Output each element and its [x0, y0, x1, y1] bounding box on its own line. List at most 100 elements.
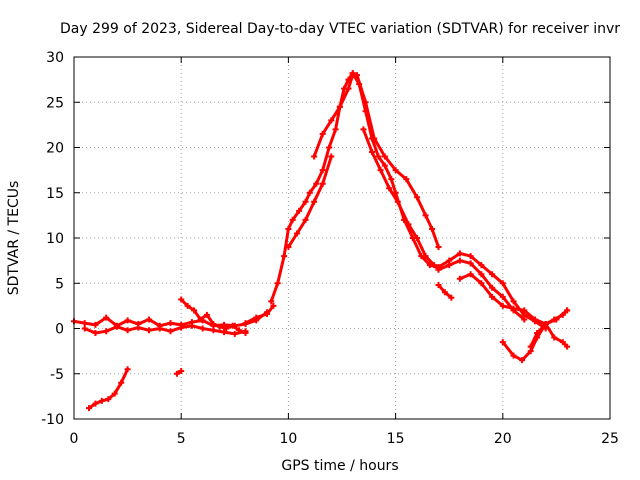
- y-tick-label: -5: [50, 367, 64, 383]
- data-point: [388, 176, 395, 183]
- data-point: [328, 117, 335, 124]
- data-point: [414, 194, 421, 201]
- data-point: [203, 311, 210, 318]
- tick-labels: 0 5 10 15 20 25 -10 -5 0 5 10 15 20 25 30: [41, 50, 619, 447]
- data-point: [319, 167, 326, 174]
- data-point: [510, 305, 517, 312]
- data-point: [349, 70, 356, 77]
- data-point: [519, 357, 526, 364]
- data-point: [435, 282, 442, 289]
- grid: [74, 57, 610, 419]
- data-point: [456, 275, 463, 282]
- data-point: [435, 244, 442, 251]
- data-point: [103, 314, 110, 321]
- data-point: [81, 320, 88, 327]
- data-point: [184, 302, 191, 309]
- data-point: [422, 212, 429, 219]
- data-point: [199, 325, 206, 332]
- data-point: [489, 293, 496, 300]
- data-point: [551, 334, 558, 341]
- data-point: [418, 253, 425, 260]
- data-point: [167, 328, 174, 335]
- data-point: [499, 339, 506, 346]
- data-point: [229, 322, 236, 329]
- data-point: [210, 327, 217, 334]
- x-tick-label: 25: [601, 431, 619, 447]
- data-point: [306, 189, 313, 196]
- data-point: [223, 325, 230, 332]
- data-point: [441, 289, 448, 296]
- data-point: [467, 253, 474, 260]
- y-tick-label: 30: [46, 50, 64, 66]
- chart-title: Day 299 of 2023, Sidereal Day-to-day VTE…: [60, 21, 620, 37]
- data-point: [456, 250, 463, 257]
- data-point: [467, 260, 474, 267]
- data-point: [124, 327, 131, 334]
- data-point: [111, 390, 118, 397]
- data-point: [302, 198, 309, 205]
- series-baseline-b: [83, 324, 247, 336]
- data-point: [534, 330, 541, 337]
- data-point: [302, 216, 309, 223]
- data-point: [336, 103, 343, 110]
- data-point: [319, 180, 326, 187]
- data-point: [242, 330, 249, 337]
- data-point: [178, 296, 185, 303]
- data-point: [105, 396, 112, 403]
- data-point: [216, 323, 223, 330]
- data-point: [328, 153, 335, 160]
- data-point: [448, 294, 455, 301]
- data-point: [270, 302, 277, 309]
- data-point: [409, 235, 416, 241]
- data-point: [118, 379, 125, 386]
- y-tick-label: -10: [41, 412, 64, 428]
- series-main-fall-b: [355, 73, 440, 249]
- data-point: [285, 244, 292, 251]
- data-point: [467, 271, 474, 278]
- data-point: [135, 324, 142, 331]
- data-point: [521, 307, 528, 314]
- data-point: [542, 320, 549, 327]
- data-point: [551, 316, 558, 323]
- data-point: [253, 314, 260, 321]
- data-point: [362, 99, 369, 106]
- y-tick-label: 20: [46, 141, 64, 157]
- data-point: [369, 149, 376, 156]
- data-point: [381, 162, 388, 169]
- data-point: [268, 298, 275, 305]
- data-point: [375, 153, 382, 160]
- data-point: [103, 328, 110, 335]
- data-point: [332, 126, 339, 133]
- data-point: [345, 85, 352, 92]
- data-point: [296, 207, 303, 214]
- data-point: [360, 126, 367, 133]
- data-point: [178, 324, 185, 331]
- y-tick-label: 0: [55, 322, 64, 338]
- data-point: [446, 262, 453, 269]
- data-point: [167, 320, 174, 327]
- data-point: [499, 302, 506, 309]
- data-point: [156, 325, 163, 332]
- data-point: [146, 316, 153, 323]
- data-point: [263, 311, 270, 318]
- data-point: [527, 343, 534, 350]
- data-point: [236, 327, 243, 334]
- x-axis-label: GPS time / hours: [281, 458, 398, 474]
- data-point: [564, 343, 571, 350]
- x-tick-label: 15: [387, 431, 405, 447]
- data-point: [499, 293, 506, 300]
- data-point: [435, 266, 442, 273]
- data-point: [489, 271, 496, 278]
- data-point: [386, 185, 393, 192]
- data-point: [124, 366, 131, 373]
- data-point: [326, 144, 333, 151]
- data-point: [521, 316, 528, 323]
- data-point: [274, 280, 281, 287]
- data-point: [146, 327, 153, 334]
- data-point: [92, 330, 99, 337]
- data-point: [289, 216, 296, 223]
- data-point: [559, 311, 566, 318]
- data-point: [564, 307, 571, 314]
- data-point: [478, 262, 485, 269]
